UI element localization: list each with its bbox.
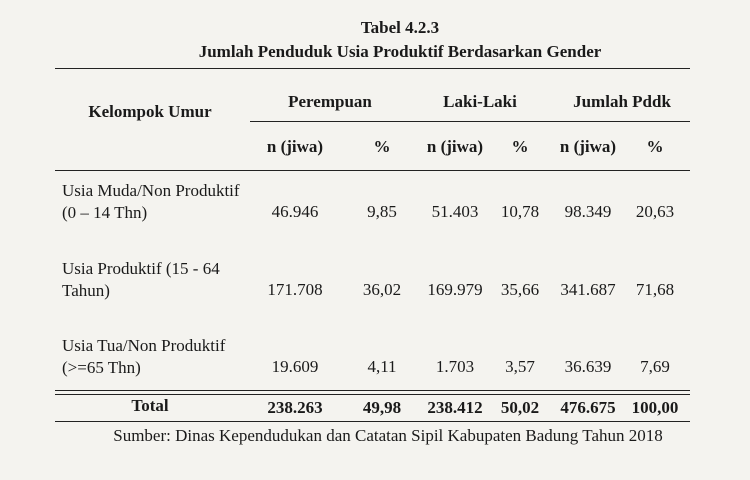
- sub-header: n (jiwa): [559, 137, 617, 156]
- cell: 71,68: [635, 280, 675, 299]
- rule: [55, 170, 690, 171]
- total-label: Total: [131, 396, 169, 415]
- cell: 46.946: [271, 202, 319, 221]
- cell: 171.708: [267, 280, 323, 299]
- cell: 10,78: [500, 202, 540, 221]
- row-label: Usia Produktif (15 - 64 Tahun): [62, 259, 220, 300]
- sub-header: %: [373, 137, 391, 156]
- row-label: Usia Tua/Non Produktif (>=65 Thn): [62, 336, 226, 377]
- cell: 35,66: [500, 280, 540, 299]
- cell: 169.979: [427, 280, 483, 299]
- row-header: Kelompok Umur: [88, 102, 212, 121]
- total-cell: 476.675: [560, 398, 616, 417]
- cell: 7,69: [640, 357, 670, 376]
- rule: [55, 421, 690, 422]
- group-header: Perempuan: [288, 92, 372, 111]
- rule: [250, 121, 690, 122]
- total-cell: 238.412: [427, 398, 483, 417]
- total-cell: 100,00: [631, 398, 679, 417]
- cell: 51.403: [431, 202, 479, 221]
- sub-header: %: [511, 137, 529, 156]
- cell: 3,57: [505, 357, 535, 376]
- cell: 9,85: [367, 202, 397, 221]
- cell: 4,11: [367, 357, 397, 376]
- group-header: Jumlah Pddk: [573, 92, 671, 111]
- row-label: Usia Muda/Non Produktif (0 – 14 Thn): [62, 181, 240, 222]
- total-cell: 50,02: [500, 398, 540, 417]
- cell: 20,63: [635, 202, 675, 221]
- table-title: Jumlah Penduduk Usia Produktif Berdasark…: [198, 42, 602, 61]
- cell: 36.639: [564, 357, 612, 376]
- rule: [55, 394, 690, 395]
- cell: 341.687: [560, 280, 616, 299]
- rule: [55, 68, 690, 69]
- total-cell: 49,98: [362, 398, 402, 417]
- caption: Tabel 4.2.3: [360, 18, 440, 37]
- source: Sumber: Dinas Kependudukan dan Catatan S…: [113, 426, 663, 445]
- cell: 98.349: [564, 202, 612, 221]
- rule: [55, 390, 690, 391]
- cell: 36,02: [362, 280, 402, 299]
- cell: 19.609: [271, 357, 319, 376]
- total-cell: 238.263: [267, 398, 323, 417]
- sub-header: n (jiwa): [266, 137, 324, 156]
- sub-header: n (jiwa): [426, 137, 484, 156]
- cell: 1.703: [435, 357, 475, 376]
- group-header: Laki-Laki: [443, 92, 517, 111]
- sub-header: %: [646, 137, 664, 156]
